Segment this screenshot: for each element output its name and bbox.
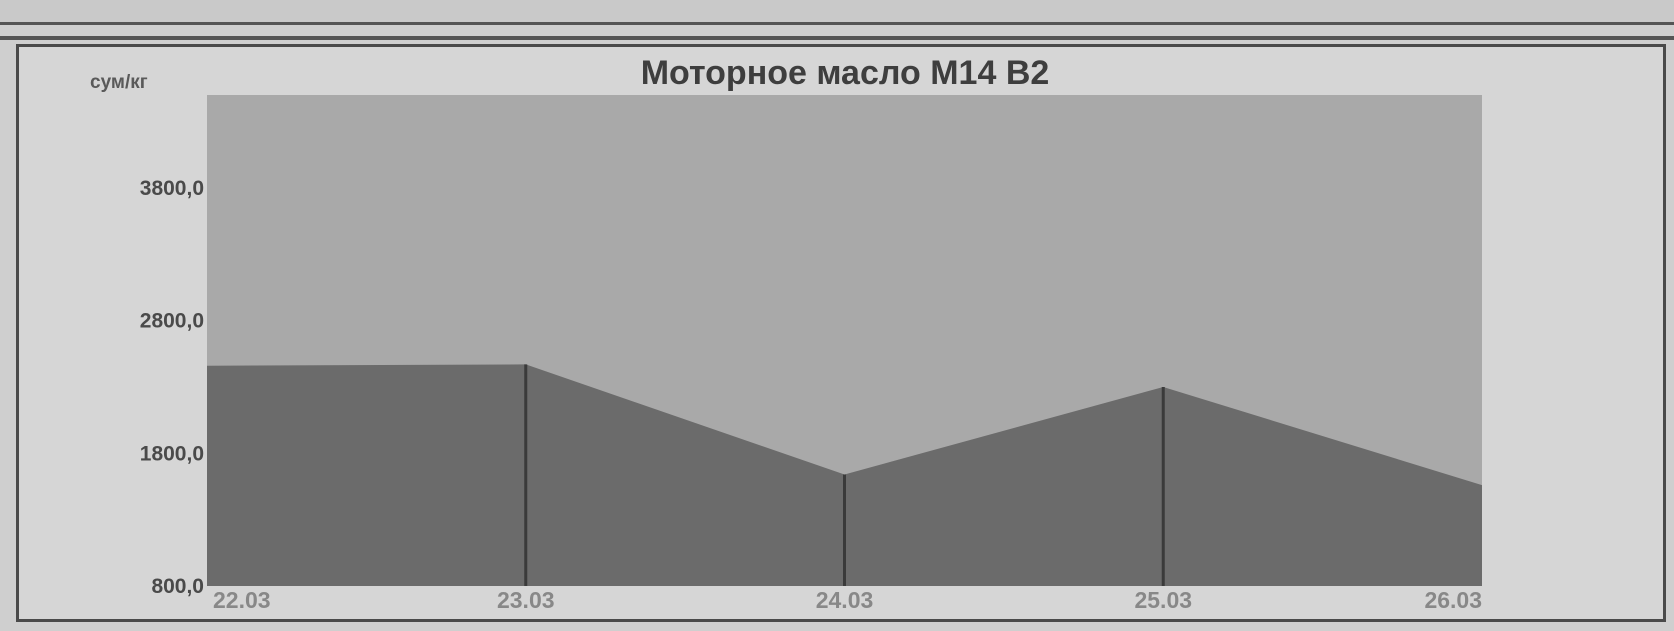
y-axis-ticks: 800,0 1800,0 2800,0 3800,0 <box>140 177 204 598</box>
chart-title: Моторное масло М14 В2 <box>641 54 1050 92</box>
top-strip <box>0 0 1674 25</box>
frame-top-edge <box>0 36 1674 40</box>
y-tick-label: 1800,0 <box>140 442 204 465</box>
y-axis-unit-label: сум/кг <box>90 72 148 93</box>
y-tick-label: 2800,0 <box>140 310 204 333</box>
x-tick-label: 23.03 <box>497 587 555 613</box>
x-tick-label: 24.03 <box>816 587 874 613</box>
x-tick-label: 25.03 <box>1134 587 1192 613</box>
y-tick-label: 3800,0 <box>140 177 204 200</box>
x-axis-ticks: 22.03 23.03 24.03 25.03 26.03 <box>213 587 1482 613</box>
area-layer <box>207 364 1482 586</box>
x-tick-label: 26.03 <box>1424 587 1482 613</box>
y-tick-label: 800,0 <box>151 575 204 598</box>
x-tick-label: 22.03 <box>213 587 271 613</box>
